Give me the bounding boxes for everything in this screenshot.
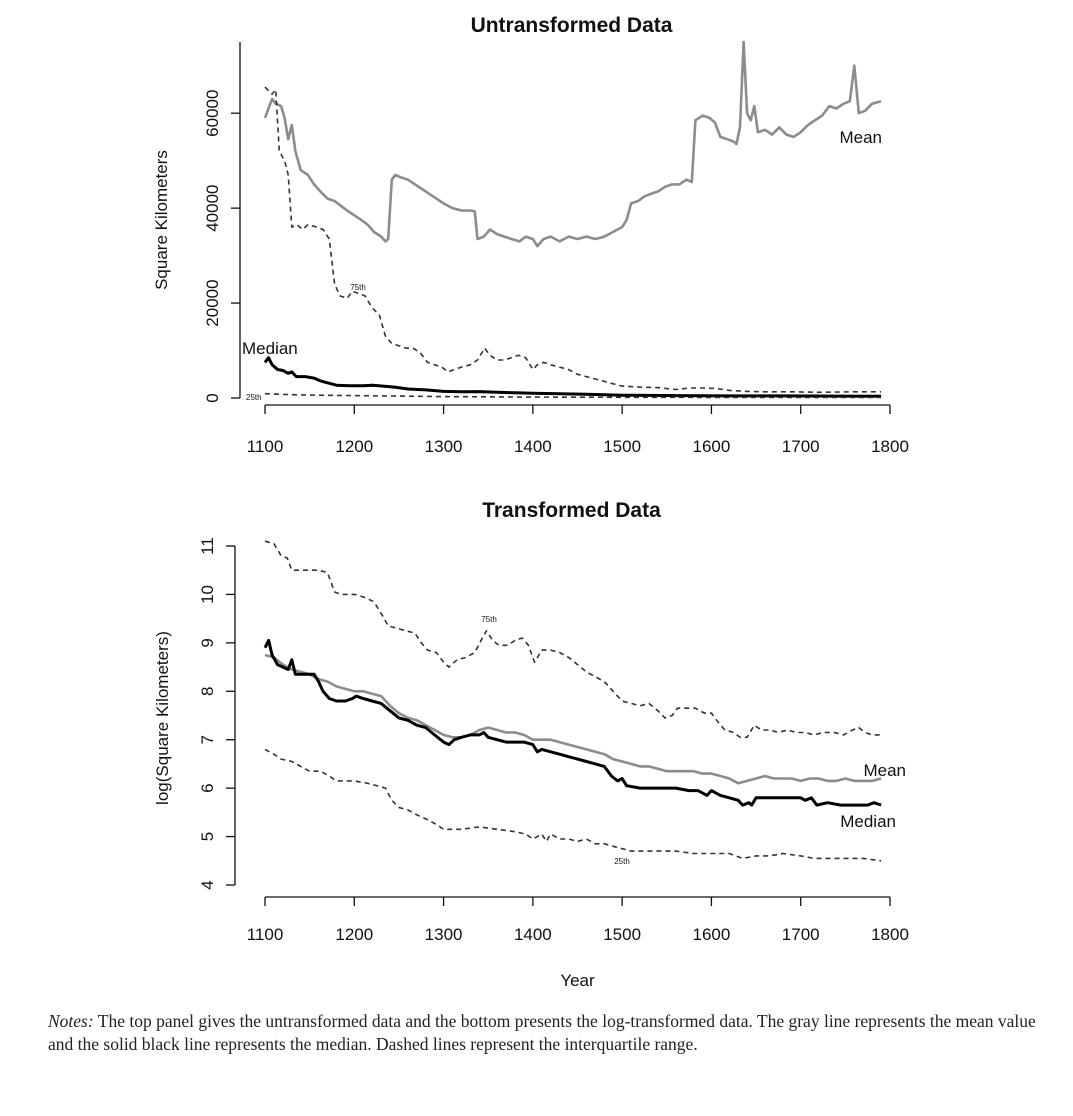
panel-2-y-tick-label: 7 [198,735,217,744]
panel-2-y-tick-label: 4 [198,880,217,889]
panel-2-x-tick-label: 1300 [425,925,463,944]
panel-1-title: Untransformed Data [471,14,673,37]
panel-1-x-tick-label: 1700 [782,437,820,456]
panel-1-y-axis-label: Square Kilometers [152,150,171,290]
panel-1-x-tick-label: 1500 [603,437,641,456]
panel-1-x-tick-label: 1300 [425,437,463,456]
panel-2-y-axis-label: log(Square Kilometers) [153,631,172,805]
panel-2-y-tick-label: 10 [198,585,217,604]
panel-1-x-tick-label: 1200 [335,437,373,456]
panel-2-x-tick-label: 1400 [514,925,552,944]
panel-1-y-tick-label: 20000 [203,279,222,326]
notes-text: The top panel gives the untransformed da… [48,1011,1036,1054]
notes-prefix: Notes: [48,1011,94,1031]
panel-2-x-tick-label: 1100 [247,925,284,944]
panel-2-x-tick-label: 1600 [693,925,731,944]
panel-1-x-tick-label: 1400 [514,437,552,456]
panel-2-series-p25-line [264,748,882,862]
panel-2-y-tick-label: 9 [198,638,217,647]
panel-2-y-tick-label: 8 [198,687,217,696]
panel-1-x-tick-label: 1100 [247,437,284,456]
panel-2-y-tick-label: 6 [198,783,217,792]
panel-1-x-tick-label: 1800 [871,437,909,456]
panel-2-y-tick-label: 11 [198,537,217,555]
panel-1-series-median-line [263,356,882,398]
panel-1-annotation-mean: Mean [839,128,882,147]
panel-1-y-tick-label: 60000 [203,90,222,137]
panel-1-series-mean-line [263,40,882,248]
panel-2-x-tick-label: 1500 [603,925,641,944]
panel-1-series-p75-line [264,86,882,394]
panel-2-title: Transformed Data [482,499,661,522]
figure: Untransformed Data 1100 1200 1300 1400 1500 16… [152,14,909,990]
panel-2-series-median-line [263,638,882,807]
panel-2-series-p75-line [264,540,882,739]
figure-notes: Notes: The top panel gives the untransfo… [48,1010,1058,1056]
panel-2-x-tick-label: 1700 [782,925,820,944]
panel-1-annotation-p25: 25th [246,393,262,402]
panel-2-x-axis-label: Year [560,971,595,990]
panel-2-annotation-p25: 25th [614,857,630,866]
panel-1-annotation-p75: 75th [350,283,366,292]
panel-1-y-tick-label: 0 [203,393,222,402]
panel-2-annotation-median: Median [840,812,896,831]
panel-2-series-mean-line [264,653,882,785]
panel-2-x-tick-label: 1200 [335,925,373,944]
panel-2-annotation-p75: 75th [481,615,497,624]
panel-2-annotation-mean: Mean [863,761,906,780]
panel-1-x-tick-label: 1600 [693,437,731,456]
panel-2-y-tick-label: 5 [198,832,217,841]
panel-1-y-tick-label: 40000 [203,184,222,231]
panel-1-annotation-median: Median [242,339,298,358]
panel-2-x-tick-label: 1800 [871,925,909,944]
